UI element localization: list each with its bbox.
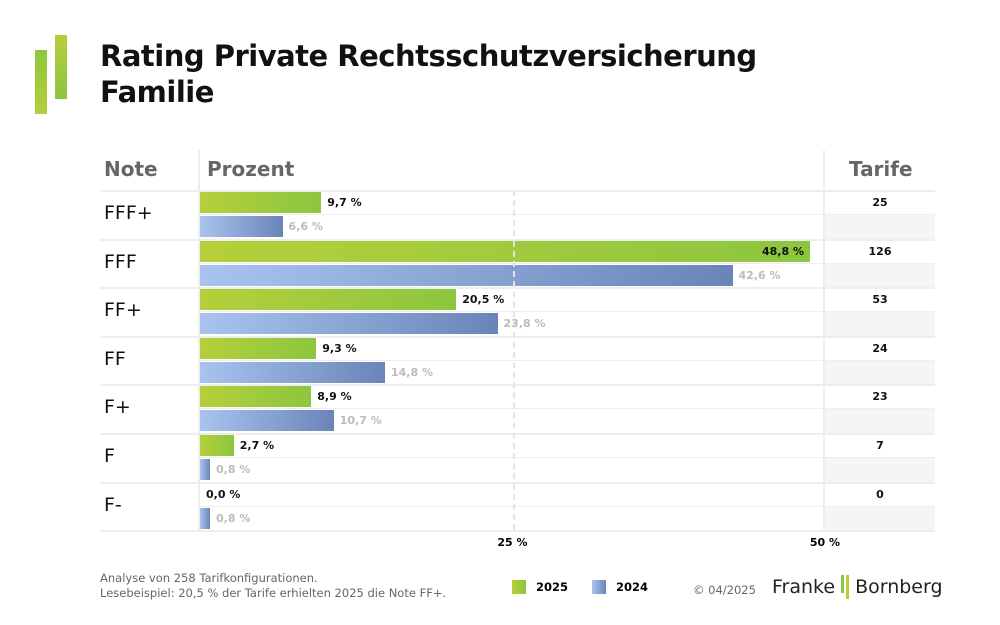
tarife-bg	[825, 263, 935, 288]
x-tick-label: 50 %	[809, 536, 841, 549]
bar-2024	[200, 264, 733, 286]
row-divider	[100, 335, 935, 338]
bar-2025	[200, 435, 234, 456]
row-divider	[100, 190, 935, 192]
bar-2024	[200, 507, 210, 529]
value-label-2025: 8,9 %	[317, 390, 352, 404]
grade-label: FF	[104, 347, 126, 370]
tarife-bg	[825, 409, 935, 433]
legend-label-2024: 2024	[616, 580, 649, 594]
row-divider-sub	[200, 262, 935, 264]
page-title: Rating Private Rechtsschutzversicherung …	[100, 39, 757, 109]
legend-swatch-2025	[512, 580, 526, 594]
brand-logo: Franke Bornberg	[772, 575, 943, 599]
brand-right: Bornberg	[855, 576, 943, 598]
legend-swatch-2024	[592, 580, 607, 594]
gridline	[512, 190, 515, 530]
footer-analysis: Analyse von 258 Tarifkonfigurationen.	[100, 571, 318, 585]
header-note: Note	[104, 157, 158, 181]
bar-2024	[200, 313, 498, 335]
row-divider-sub	[200, 505, 935, 507]
row-divider	[100, 384, 935, 387]
row-divider-sub	[200, 311, 935, 313]
legend-label-2025: 2025	[536, 580, 569, 594]
row-divider-sub	[200, 408, 935, 410]
tarife-bg	[825, 458, 935, 482]
bar-2025	[200, 240, 810, 262]
value-label-2024: 0,8 %	[216, 511, 251, 525]
bar-2025	[200, 289, 457, 311]
value-label-2025: 9,7 %	[327, 196, 362, 209]
bar-2024	[200, 410, 334, 432]
tarife-value: 53	[872, 293, 888, 307]
tarife-bg	[825, 215, 935, 239]
row-divider	[100, 433, 935, 435]
column-divider	[823, 150, 825, 530]
bar-2025	[200, 192, 322, 213]
bar-2024	[200, 361, 385, 383]
value-label-2025: 2,7 %	[239, 439, 275, 452]
value-label-2024: 14,8 %	[391, 365, 433, 379]
row-divider	[100, 481, 935, 484]
bar-2024	[200, 216, 283, 237]
bar-2024	[200, 459, 210, 480]
row-divider	[100, 287, 935, 290]
grade-label: FFF	[104, 250, 137, 273]
row-divider	[100, 530, 935, 532]
value-label-2025: 20,5 %	[462, 293, 505, 307]
row-divider	[100, 238, 935, 241]
grade-label: F-	[104, 493, 122, 516]
value-label-2024: 0,8 %	[216, 463, 251, 476]
tarife-value: 24	[872, 341, 888, 355]
header-prozent: Prozent	[207, 157, 295, 181]
header-tarife: Tarife	[849, 157, 913, 181]
tarife-value: 25	[872, 196, 888, 209]
tarife-bg	[825, 506, 935, 531]
column-divider	[198, 150, 200, 530]
footer-example: Lesebeispiel: 20,5 % der Tarife erhielte…	[100, 586, 447, 600]
value-label-2024: 10,7 %	[339, 414, 382, 428]
value-label-2024: 23,8 %	[503, 317, 546, 331]
tarife-value: 7	[876, 439, 884, 452]
copyright: © 04/2025	[693, 583, 756, 597]
logo-mark	[35, 35, 70, 115]
value-label-2025: 48,8 %	[762, 244, 804, 258]
grade-label: FFF+	[104, 202, 153, 224]
x-tick-label: 25 %	[497, 536, 528, 549]
tarife-value: 126	[868, 244, 892, 258]
value-label-2025: 9,3 %	[322, 341, 357, 355]
tarife-bg	[825, 312, 935, 336]
row-divider-sub	[200, 214, 935, 215]
grade-label: F	[104, 445, 115, 467]
tarife-value: 0	[876, 487, 884, 501]
value-label-2024: 6,6 %	[288, 220, 323, 233]
value-label-2024: 42,6 %	[738, 268, 781, 282]
row-divider-sub	[200, 359, 935, 361]
tarife-bg	[825, 360, 935, 385]
brand-bars	[841, 575, 850, 599]
value-label-2025: 0,0 %	[206, 487, 241, 501]
bar-2025	[200, 337, 317, 359]
legend: 2025 2024	[512, 580, 648, 594]
tarife-value: 23	[872, 390, 888, 404]
grade-label: FF+	[104, 299, 142, 322]
brand-left: Franke	[772, 576, 836, 598]
bar-2025	[200, 386, 312, 408]
row-divider-sub	[200, 457, 935, 458]
grade-label: F+	[104, 396, 131, 419]
